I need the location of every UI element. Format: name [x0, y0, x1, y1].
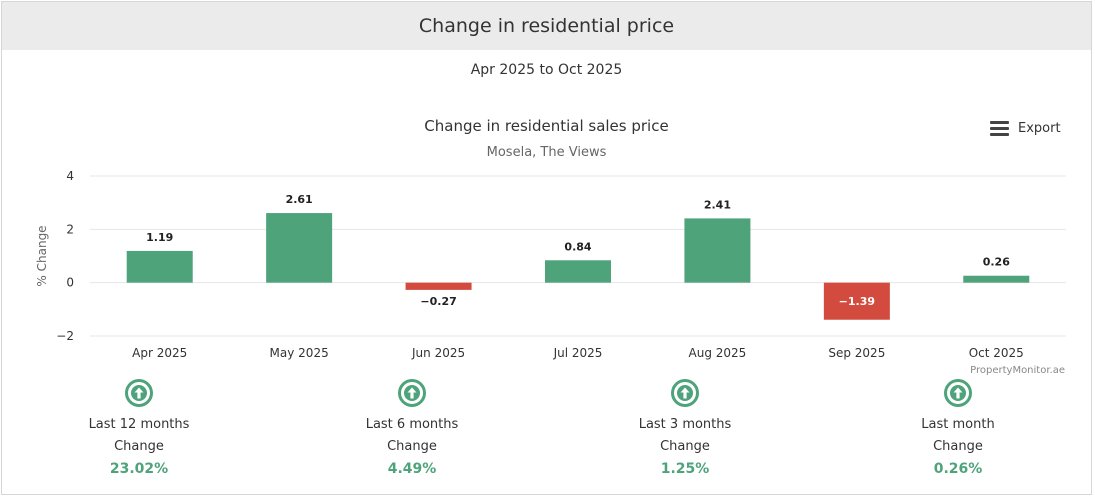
export-label: Export: [1018, 121, 1061, 136]
data-label: 2.61: [286, 193, 313, 206]
stat-last-6-months: Last 6 months Change 4.49%: [322, 378, 502, 480]
export-button[interactable]: Export: [990, 121, 1061, 136]
stat-label: Change: [933, 439, 983, 454]
stat-value: 1.25%: [660, 461, 710, 477]
data-label: 0.84: [564, 240, 591, 253]
x-tick-label: Jun 2025: [411, 346, 465, 360]
bar: [963, 275, 1030, 283]
y-tick-label: −2: [56, 329, 74, 343]
x-tick-label: May 2025: [270, 346, 329, 360]
stat-value: 4.49%: [387, 461, 437, 477]
chart-subtitle: Mosela, The Views: [486, 145, 607, 160]
data-label: 2.41: [704, 198, 731, 211]
bar: [823, 282, 890, 320]
up-arrow-circle-icon: [944, 379, 972, 407]
up-arrow-circle-icon: [125, 379, 153, 407]
stat-period: Last 3 months: [638, 417, 732, 432]
stat-last-3-months: Last 3 months Change 1.25%: [595, 378, 775, 480]
menu-icon: [990, 121, 1009, 136]
y-tick-label: 0: [66, 276, 74, 290]
bar: [684, 218, 751, 283]
x-tick-label: Oct 2025: [969, 346, 1024, 360]
data-label: −1.39: [839, 295, 875, 308]
stat-label: Change: [114, 439, 164, 454]
data-label: 1.19: [146, 231, 173, 244]
x-tick-label: Sep 2025: [828, 346, 885, 360]
bar: [266, 213, 333, 283]
y-tick-label: 2: [66, 222, 74, 236]
bar: [126, 250, 193, 283]
data-label: −0.27: [420, 295, 456, 308]
stat-label: Change: [387, 439, 437, 454]
stat-value: 23.02%: [109, 461, 169, 477]
data-label: 0.26: [983, 256, 1010, 269]
up-arrow-circle-icon: [398, 379, 426, 407]
bar-chart: 4 2 0 −2 % Change 1.19 Apr 2025 2.61 May 2025 −0.…: [35, 169, 1066, 376]
stat-period: Last 12 months: [88, 417, 190, 432]
card-header: Change in residential price: [2, 2, 1091, 50]
stat-last-month: Last month Change 0.26%: [868, 378, 1048, 480]
page-title: Change in residential price: [418, 15, 675, 37]
period-range: Apr 2025 to Oct 2025: [470, 62, 623, 78]
x-tick-label: Aug 2025: [689, 346, 747, 360]
up-arrow-circle-icon: [671, 379, 699, 407]
bar: [405, 282, 472, 290]
stat-period: Last month: [921, 417, 995, 432]
bar: [545, 260, 611, 283]
stat-last-12-months: Last 12 months Change 23.02%: [49, 378, 229, 480]
y-axis-title: % Change: [35, 225, 49, 286]
chart-credit: PropertyMonitor.ae: [970, 365, 1065, 376]
y-tick-label: 4: [66, 169, 74, 183]
stats-row: Last 12 months Change 23.02% Last 6 mont…: [0, 378, 1095, 488]
stat-label: Change: [660, 439, 710, 454]
x-tick-label: Apr 2025: [132, 346, 187, 360]
stat-value: 0.26%: [933, 461, 983, 477]
x-tick-label: Jul 2025: [553, 346, 603, 360]
chart-title: Change in residential sales price: [424, 117, 669, 135]
stat-period: Last 6 months: [365, 417, 459, 432]
